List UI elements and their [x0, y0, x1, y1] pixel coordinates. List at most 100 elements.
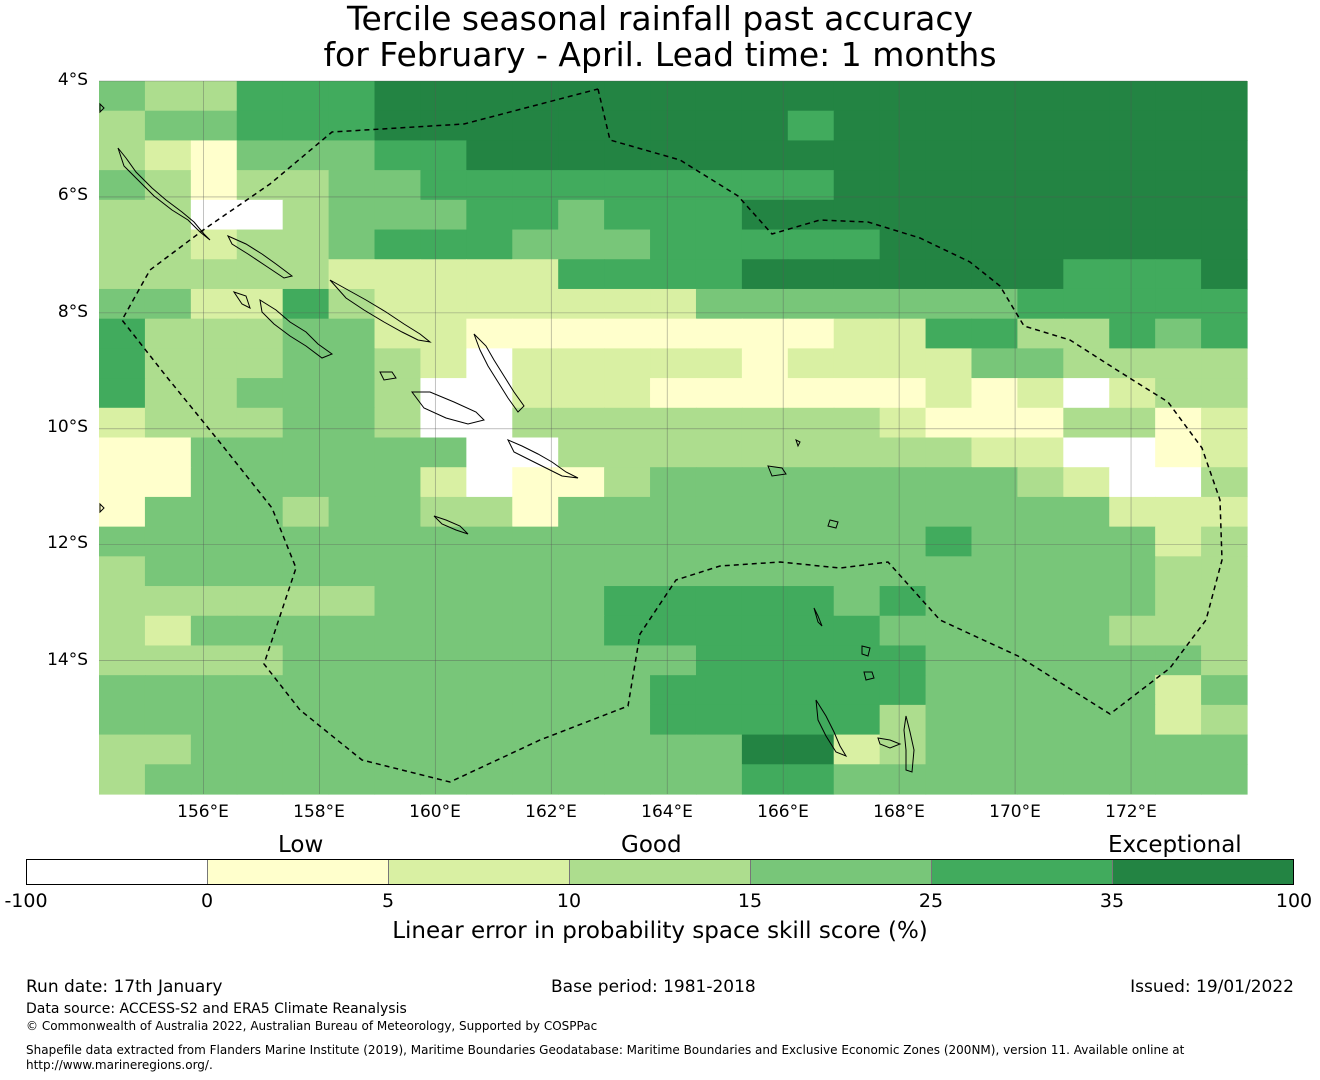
skill-cell	[741, 586, 789, 617]
skill-cell	[236, 348, 284, 379]
skill-cell	[1063, 437, 1110, 468]
skill-cell	[650, 734, 697, 765]
skill-cell	[1201, 81, 1248, 112]
skill-cell	[420, 734, 467, 765]
skill-cell	[282, 734, 330, 765]
colorbar-tick: 100	[1275, 890, 1313, 912]
skill-cell	[879, 199, 927, 231]
skill-cell	[650, 199, 697, 231]
shapefile-url[interactable]: http://www.marineregions.org/.	[26, 1058, 213, 1072]
skill-cell	[1063, 615, 1110, 647]
skill-cell	[144, 140, 192, 171]
skill-cell	[236, 496, 284, 528]
skill-cell	[420, 170, 467, 201]
skill-cell	[604, 199, 651, 231]
colorbar-tick: 10	[556, 890, 582, 912]
skill-cell	[374, 288, 422, 320]
colorbar-segment	[207, 859, 388, 885]
skill-cell	[1109, 556, 1156, 587]
skill-cell	[374, 467, 422, 498]
skill-cell	[879, 556, 927, 587]
skill-cell	[833, 259, 881, 290]
skill-cell	[650, 496, 697, 528]
skill-cell	[512, 288, 559, 320]
skill-cell	[99, 318, 146, 349]
skill-cell	[695, 199, 743, 231]
skill-cell	[787, 288, 835, 320]
skill-cell	[190, 229, 238, 260]
skill-cell	[787, 348, 835, 379]
skill-cell	[879, 615, 927, 647]
skill-cell	[190, 407, 238, 439]
skill-cell	[1155, 615, 1202, 647]
skill-cell	[282, 378, 330, 409]
skill-cell	[1201, 675, 1248, 706]
skill-cell	[1063, 675, 1110, 706]
skill-cell	[1155, 704, 1202, 736]
skill-cell	[1155, 199, 1202, 231]
skill-map	[99, 80, 1248, 795]
skill-cell	[144, 378, 192, 409]
skill-cell	[650, 378, 697, 409]
colorbar-tick: 5	[381, 890, 395, 912]
skill-cell	[833, 288, 881, 320]
skill-cell	[190, 704, 238, 736]
skill-cell	[99, 407, 146, 439]
skill-cell	[144, 615, 192, 647]
skill-cell	[466, 764, 513, 795]
skill-cell	[512, 496, 559, 528]
skill-cell	[558, 229, 605, 260]
skill-cell	[695, 704, 743, 736]
skill-cell	[833, 110, 881, 142]
lon-label: 160°E	[409, 802, 461, 822]
skill-cell	[971, 170, 1018, 201]
skill-cell	[1109, 586, 1156, 617]
skill-cell	[99, 734, 146, 765]
skill-cell	[99, 378, 146, 409]
skill-cell	[512, 467, 559, 498]
skill-cell	[374, 586, 422, 617]
skill-cell	[604, 437, 651, 468]
skill-cell	[1201, 526, 1248, 557]
skill-cell	[190, 378, 238, 409]
skill-cell	[971, 704, 1018, 736]
skill-cell	[282, 110, 330, 142]
skill-grid	[99, 81, 1248, 795]
skill-cell	[1063, 110, 1110, 142]
skill-cell	[1017, 81, 1064, 112]
skill-cell	[695, 288, 743, 320]
skill-cell	[833, 704, 881, 736]
skill-cell	[925, 170, 973, 201]
skill-cell	[558, 615, 605, 647]
skill-cell	[1109, 615, 1156, 647]
skill-cell	[558, 675, 605, 706]
skill-cell	[879, 140, 927, 171]
skill-cell	[833, 229, 881, 260]
skill-cell	[604, 348, 651, 379]
skill-cell	[236, 556, 284, 587]
skill-cell	[190, 586, 238, 617]
skill-cell	[282, 140, 330, 171]
skill-cell	[604, 526, 651, 557]
skill-cell	[190, 556, 238, 587]
skill-cell	[1155, 437, 1202, 468]
skill-cell	[787, 259, 835, 290]
skill-cell	[328, 467, 376, 498]
skill-cell	[650, 467, 697, 498]
skill-cell	[971, 586, 1018, 617]
skill-cell	[558, 496, 605, 528]
skill-cell	[466, 318, 513, 349]
skill-cell	[650, 407, 697, 439]
skill-cell	[512, 586, 559, 617]
skill-cell	[650, 764, 697, 795]
skill-cell	[420, 764, 467, 795]
skill-cell	[374, 704, 422, 736]
skill-cell	[879, 496, 927, 528]
skill-cell	[190, 615, 238, 647]
skill-cell	[879, 407, 927, 439]
skill-cell	[604, 407, 651, 439]
skill-cell	[604, 675, 651, 706]
skill-cell	[99, 586, 146, 617]
skill-cell	[1017, 556, 1064, 587]
skill-cell	[925, 229, 973, 260]
